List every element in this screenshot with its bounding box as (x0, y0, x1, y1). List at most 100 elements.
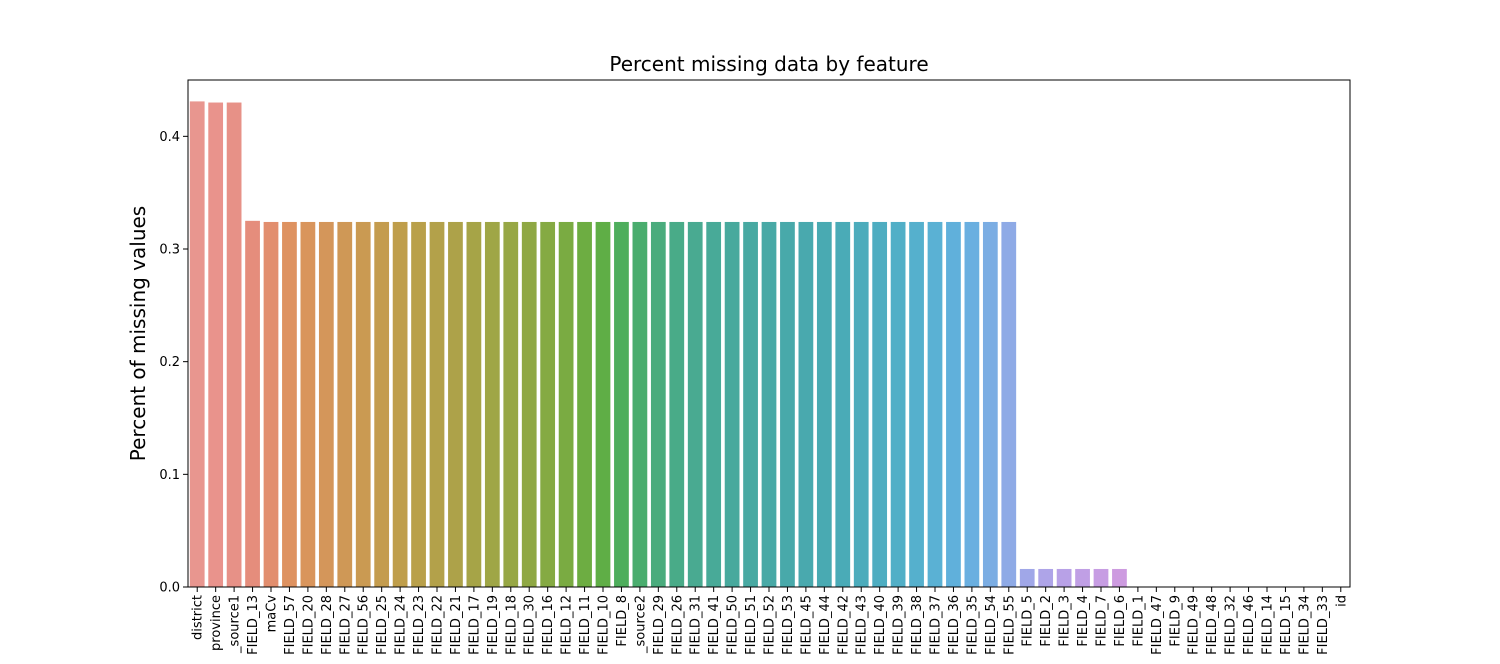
x-tick-label: FIELD_24 (394, 595, 409, 655)
x-tick-label: FIELD_13 (246, 595, 261, 655)
x-tick-label: FIELD_20 (301, 595, 316, 655)
bar-field-21 (448, 221, 463, 587)
bar-field-43 (853, 221, 869, 587)
y-tick-label: 0.3 (159, 243, 180, 258)
x-tick-label: FIELD_53 (781, 595, 796, 655)
x-tick-label: FIELD_52 (763, 595, 778, 655)
bar-source1 (226, 102, 242, 588)
x-tick-label: FIELD_48 (1205, 595, 1220, 655)
bar-field-41 (706, 221, 722, 587)
x-tick-label: FIELD_21 (449, 595, 464, 655)
x-tick-label: FIELD_33 (1316, 595, 1331, 655)
x-tick-label: FIELD_51 (744, 595, 759, 655)
x-tick-label: FIELD_27 (338, 595, 353, 655)
x-tick-label: FIELD_7 (1095, 595, 1110, 647)
bar-field-56 (355, 221, 371, 587)
bar-field-38 (909, 221, 924, 587)
x-tick-label: FIELD_37 (929, 595, 944, 655)
bar-source2 (632, 221, 648, 587)
bar-province (208, 102, 224, 588)
bar-field-2 (1038, 568, 1054, 587)
x-tick-label: FIELD_56 (357, 595, 372, 655)
x-tick-label: FIELD_54 (984, 595, 999, 655)
bar-field-26 (669, 221, 685, 587)
bar-field-44 (816, 221, 832, 587)
x-tick-label: maCv (265, 595, 280, 633)
chart-title: Percent missing data by feature (609, 52, 928, 76)
x-tick-label: FIELD_3 (1058, 595, 1073, 647)
bar-field-30 (521, 221, 537, 587)
x-tick-label: district (191, 595, 206, 640)
x-tick-label: FIELD_49 (1187, 595, 1202, 655)
bar-field-37 (927, 221, 943, 587)
x-tick-label: FIELD_18 (504, 595, 519, 655)
x-tick-label: FIELD_25 (375, 595, 390, 655)
bar-field-22 (429, 221, 445, 587)
x-tick-label: FIELD_4 (1076, 595, 1091, 647)
bar-field-3 (1056, 568, 1072, 587)
bar-field-36 (946, 221, 961, 587)
y-tick-label: 0.1 (159, 468, 180, 483)
x-tick-label: FIELD_35 (965, 595, 980, 655)
bar-field-23 (411, 221, 426, 587)
bar-field-27 (337, 221, 353, 587)
x-tick-label: FIELD_30 (523, 595, 538, 655)
x-tick-label: FIELD_16 (541, 595, 556, 655)
bar-field-6 (1112, 568, 1127, 587)
x-tick-label: FIELD_55 (1002, 595, 1017, 655)
x-tick-label: _source1 (228, 595, 243, 654)
x-tick-label: FIELD_19 (486, 595, 501, 655)
bar-field-16 (540, 221, 556, 587)
bar-field-52 (761, 221, 777, 587)
x-tick-label: FIELD_2 (1039, 595, 1054, 647)
bar-field-11 (577, 221, 592, 587)
bar-field-35 (964, 221, 980, 587)
bar-field-39 (890, 221, 906, 587)
y-tick-label: 0.4 (159, 130, 180, 145)
x-tick-label: id (1334, 595, 1349, 607)
x-tick-label: FIELD_39 (892, 595, 907, 655)
bar-field-25 (374, 221, 390, 587)
bar-field-42 (835, 221, 851, 587)
x-tick-label: FIELD_10 (597, 595, 612, 655)
x-tick-label: FIELD_32 (1224, 595, 1239, 655)
x-tick-label: FIELD_11 (578, 595, 593, 655)
x-tick-label: province (209, 595, 224, 651)
y-axis-label: Percent of missing values (126, 206, 150, 461)
x-tick-label: FIELD_15 (1279, 595, 1294, 655)
bar-field-51 (743, 221, 758, 587)
x-tick-label: FIELD_31 (689, 595, 704, 655)
bar-field-24 (392, 221, 408, 587)
y-tick-label: 0.0 (159, 581, 180, 596)
x-tick-label: FIELD_38 (910, 595, 925, 655)
x-tick-label: FIELD_6 (1113, 595, 1128, 647)
bar-field-10 (595, 221, 611, 587)
bar-field-57 (282, 221, 297, 587)
bar-field-31 (687, 221, 703, 587)
x-tick-label: FIELD_46 (1242, 595, 1257, 655)
bar-field-17 (466, 221, 482, 587)
bar-field-20 (300, 221, 316, 587)
bar-field-12 (558, 221, 574, 587)
bar-field-4 (1075, 568, 1090, 587)
x-tick-label: _source2 (633, 595, 648, 654)
bar-field-40 (872, 221, 888, 587)
x-tick-label: FIELD_9 (1168, 595, 1183, 647)
bar-field-5 (1019, 568, 1035, 587)
x-tick-label: FIELD_28 (320, 595, 335, 655)
x-tick-label: FIELD_12 (560, 595, 575, 655)
bars-layer (189, 101, 1127, 588)
bar-field-54 (982, 221, 998, 587)
bar-field-13 (245, 220, 260, 588)
bar-field-7 (1093, 568, 1109, 587)
x-tick-label: FIELD_40 (873, 595, 888, 655)
bar-field-29 (650, 221, 666, 587)
bar-field-28 (318, 221, 334, 587)
x-tick-label: FIELD_44 (818, 595, 833, 655)
x-tick-label: FIELD_26 (670, 595, 685, 655)
x-tick-label: FIELD_43 (855, 595, 870, 655)
x-tick-label: FIELD_29 (652, 595, 667, 655)
bar-district (189, 101, 205, 587)
